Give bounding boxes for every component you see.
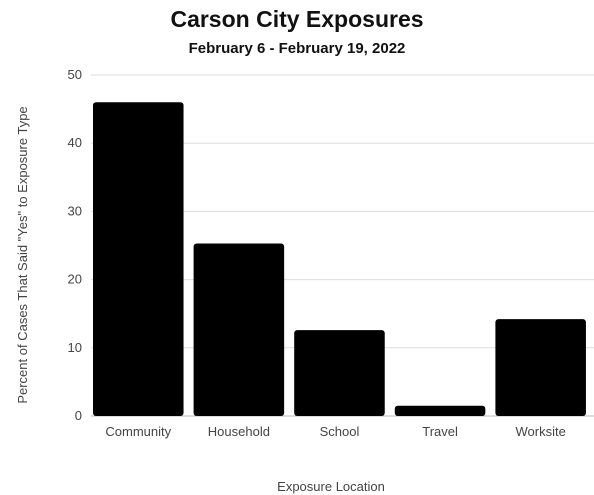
x-tick-label: Travel <box>422 424 458 439</box>
x-axis-label: Exposure Location <box>277 479 385 494</box>
x-tick-label: School <box>320 424 360 439</box>
y-tick-label: 30 <box>68 203 82 218</box>
bar-community <box>93 102 184 416</box>
y-axis-ticks: 0 10 20 30 40 50 <box>68 67 82 423</box>
y-tick-label: 50 <box>68 67 82 82</box>
x-tick-label: Community <box>105 424 171 439</box>
bar-household <box>193 243 285 416</box>
x-tick-label: Worksite <box>516 424 566 439</box>
y-tick-label: 40 <box>68 135 82 150</box>
y-tick-label: 10 <box>68 340 82 355</box>
y-tick-label: 0 <box>75 408 82 423</box>
bar-school <box>294 330 385 416</box>
bar-travel <box>394 405 486 416</box>
chart-subtitle: February 6 - February 19, 2022 <box>188 40 406 57</box>
chart-title: Carson City Exposures <box>170 6 424 32</box>
bar-worksite <box>495 319 586 416</box>
y-axis-label: Percent of Cases That Said "Yes" to Expo… <box>15 106 30 403</box>
x-tick-label: Household <box>208 424 270 439</box>
x-axis-ticks: Community Household School Travel Worksite <box>105 424 565 439</box>
y-tick-label: 20 <box>68 272 82 287</box>
bars <box>93 102 586 416</box>
